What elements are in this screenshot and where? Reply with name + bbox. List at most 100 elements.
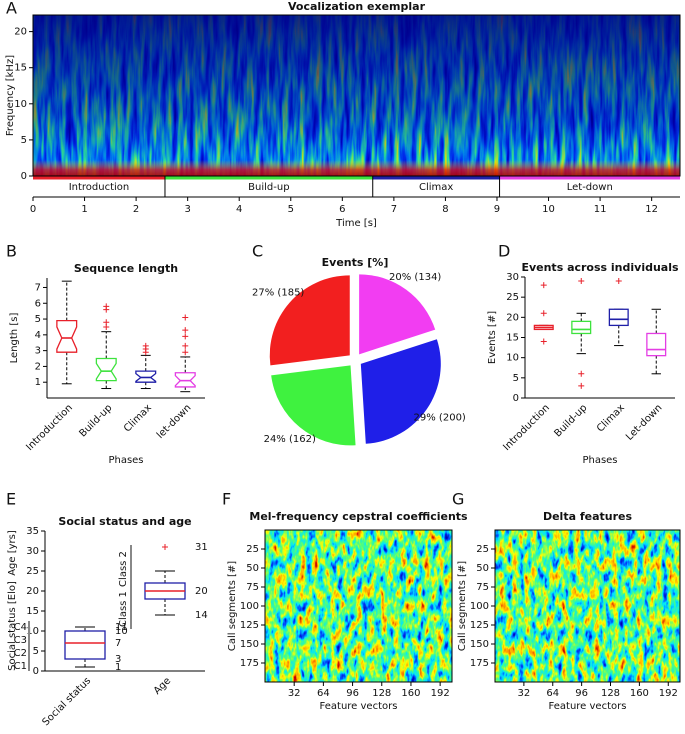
panel-letter: D <box>498 242 510 261</box>
x-tick-label: 8 <box>442 204 448 215</box>
y-tick-label: 150 <box>240 639 259 650</box>
x-tick-label: 160 <box>401 688 420 699</box>
y-tick-label: 7 <box>35 282 41 293</box>
x-tick-label: 6 <box>339 204 345 215</box>
y-tick-label: 75 <box>246 582 259 593</box>
panel-letter: G <box>452 490 464 509</box>
x-tick-label: 5 <box>288 204 294 215</box>
y-tick-label: 10 <box>506 353 519 364</box>
y-tick-label: 20 <box>506 312 519 323</box>
flier <box>615 278 622 285</box>
y-tick-label: 5 <box>33 646 39 657</box>
x-axis-label: Phases <box>108 455 143 466</box>
x-tick-label: 192 <box>659 688 678 699</box>
x-tick-label: 11 <box>594 204 607 215</box>
x-tick-label: Introduction <box>501 402 552 453</box>
flier <box>578 382 585 389</box>
flier <box>540 282 547 289</box>
y-axis-label: Frequency [kHz] <box>5 55 16 136</box>
flier <box>162 544 168 550</box>
y-tick-label: 10 <box>14 99 27 110</box>
age-class-label: Class 2 <box>118 551 129 587</box>
y-tick-label: 50 <box>246 563 259 574</box>
y-tick-label: 30 <box>506 272 519 283</box>
chart-title: Sequence length <box>74 262 178 275</box>
y-tick-label: 150 <box>470 639 489 650</box>
value-label: 10 <box>115 626 128 637</box>
box <box>608 308 629 327</box>
x-tick-label: Climax <box>122 402 154 434</box>
x-tick-label: Build-up <box>77 402 114 439</box>
y-tick-label: 15 <box>506 333 519 344</box>
flier <box>103 319 110 326</box>
x-axis-label: Feature vectors <box>320 701 398 712</box>
value-label: 11 <box>115 622 128 633</box>
value-label: 31 <box>195 542 208 553</box>
x-tick-label: Climax <box>595 402 627 434</box>
x-axis-label: Time [s] <box>335 218 377 229</box>
flier <box>103 303 110 310</box>
x-tick-label: Build-up <box>552 402 589 439</box>
x-tick-label: 128 <box>372 688 391 699</box>
y-tick-label: 25 <box>476 544 489 555</box>
x-tick-label: 96 <box>575 688 588 699</box>
x-tick-label: Introduction <box>24 402 75 453</box>
panel-letter: A <box>6 0 17 18</box>
flier <box>578 370 585 377</box>
y-tick-label: 25 <box>26 566 39 577</box>
x-tick-label: 9 <box>494 204 500 215</box>
heatmap-image <box>265 530 452 682</box>
x-tick-label: 7 <box>391 204 397 215</box>
y-tick-label: 20 <box>26 586 39 597</box>
x-axis-label: Phases <box>582 455 617 466</box>
y-tick-label: 6 <box>35 298 41 309</box>
phase-label: Climax <box>419 182 453 193</box>
box <box>646 332 667 357</box>
x-tick-label: Let-down <box>624 402 664 442</box>
phase-label: Introduction <box>69 182 130 193</box>
chart-title: Events [%] <box>322 256 389 269</box>
panel-letter: C <box>252 242 263 261</box>
x-tick-label: 32 <box>518 688 531 699</box>
y-tick-label: 0 <box>33 666 39 677</box>
y-tick-label: 175 <box>470 658 489 669</box>
status-class-label: C4 <box>14 622 27 633</box>
y-tick-label: 3 <box>35 346 41 357</box>
x-tick-label: 160 <box>630 688 649 699</box>
y-tick-label: 75 <box>476 582 489 593</box>
value-label: 14 <box>195 610 208 621</box>
y-tick-label: 4 <box>35 330 41 341</box>
y-tick-label: 10 <box>26 626 39 637</box>
x-tick-label: Social status <box>41 675 94 728</box>
x-tick-label: 1 <box>81 204 87 215</box>
x-tick-label: 2 <box>133 204 139 215</box>
y-tick-label: 30 <box>26 546 39 557</box>
value-label: 20 <box>195 586 208 597</box>
y-tick-label: 35 <box>26 526 39 537</box>
panel-letter: F <box>222 490 231 509</box>
y-tick-label: 125 <box>470 620 489 631</box>
y-tick-label: 50 <box>476 563 489 574</box>
plot-frame <box>32 14 681 177</box>
status-class-label: C1 <box>14 661 27 672</box>
panel-letter: B <box>6 242 17 261</box>
x-tick-label: 64 <box>546 688 559 699</box>
chart-title: Events across individuals <box>521 261 679 274</box>
x-tick-label: 0 <box>30 204 36 215</box>
y-tick-label: 0 <box>21 171 27 182</box>
x-tick-label: Age <box>152 675 173 696</box>
y-axis-label: Events [#] <box>487 311 498 364</box>
box <box>64 630 106 660</box>
value-label: 7 <box>115 638 121 649</box>
x-tick-label: 128 <box>601 688 620 699</box>
x-tick-label: 96 <box>346 688 359 699</box>
heatmap-image <box>495 530 680 682</box>
y-tick-label: 0 <box>513 393 519 404</box>
value-label: 1 <box>115 662 121 673</box>
y-axis-label: Call segments [#] <box>227 561 238 651</box>
flier <box>182 333 189 340</box>
flier <box>182 342 189 349</box>
slice-label: 24% (162) <box>264 434 316 445</box>
